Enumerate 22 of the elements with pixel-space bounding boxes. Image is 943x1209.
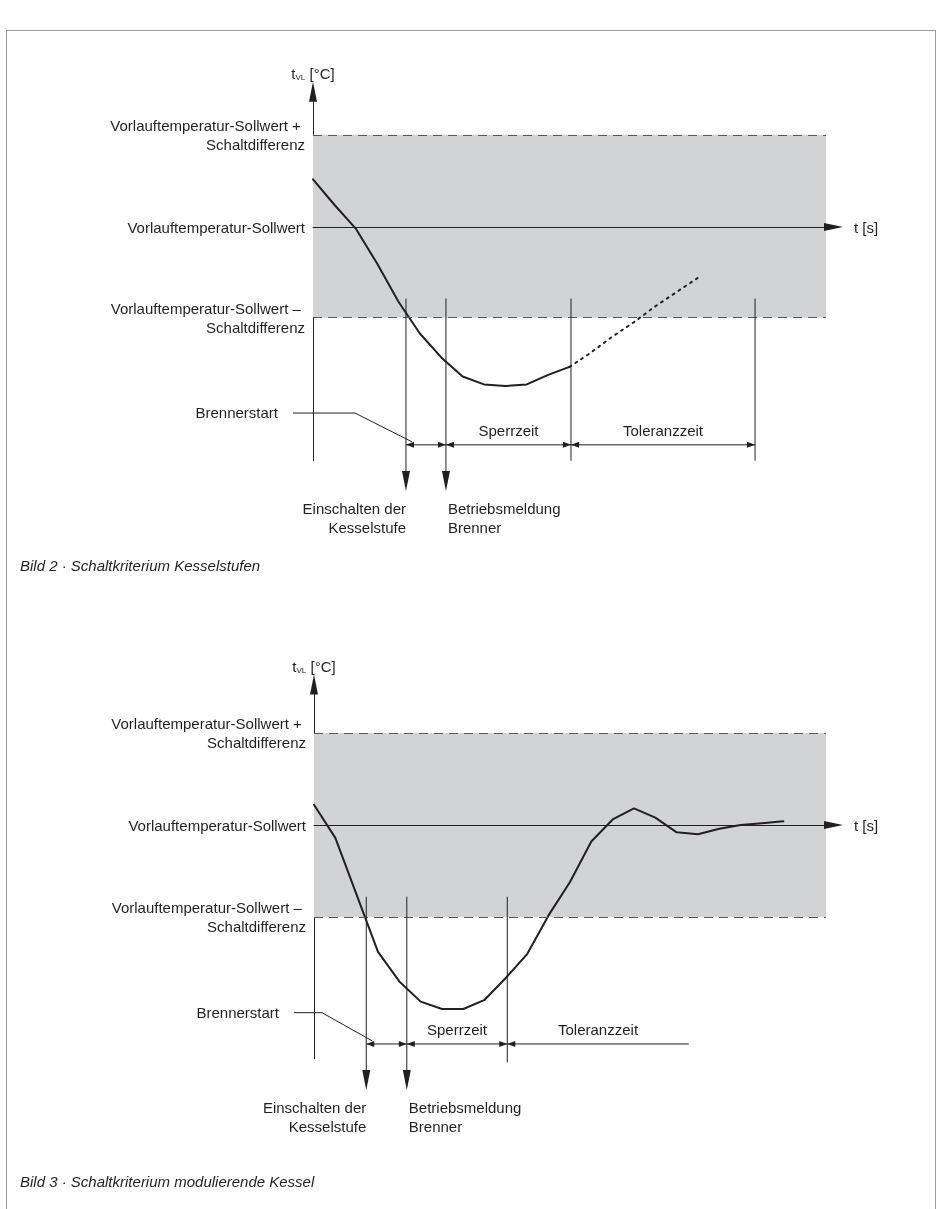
ref-line-label: Vorlauftemperatur-Sollwert – Schaltdifferenz [110, 299, 305, 336]
ref-line-label: Vorlauftemperatur-Sollwert + Schaltdifferenz [110, 116, 305, 153]
y-axis-title: tVL [°C] [292, 658, 336, 676]
ref-line-label: Vorlauftemperatur-Sollwert + Schaltdifferenz [111, 715, 306, 751]
text: Sperrzeit [477, 420, 540, 440]
text: Betriebsmeldung Brenner [447, 498, 562, 537]
text: Bild 3 · Schaltkriterium modulierende Kessel [20, 1173, 315, 1190]
text: Betriebsmeldung Brenner [408, 1097, 523, 1136]
x-axis-title: t [s] [854, 816, 879, 834]
text: Bild 2 · Schaltkriterium Kesselstufen [20, 557, 261, 574]
text: Sperrzeit [426, 1019, 489, 1039]
text: Einschalten der Kesselstufe [261, 1097, 367, 1136]
text: Brennerstart [196, 1002, 279, 1022]
y-axis-title: tVL [°C] [291, 65, 335, 83]
x-axis-title: t [s] [854, 218, 879, 236]
ref-line-label: Vorlauftemperatur-Sollwert [127, 218, 306, 236]
text: Brennerstart [195, 403, 278, 423]
text: Toleranzzeit [622, 420, 705, 440]
text: Toleranzzeit [557, 1019, 640, 1039]
ref-line-label: Vorlauftemperatur-Sollwert – Schaltdifferenz [111, 899, 306, 935]
ref-line-label: Vorlauftemperatur-Sollwert [128, 816, 307, 834]
text: Einschalten der Kesselstufe [301, 498, 406, 537]
